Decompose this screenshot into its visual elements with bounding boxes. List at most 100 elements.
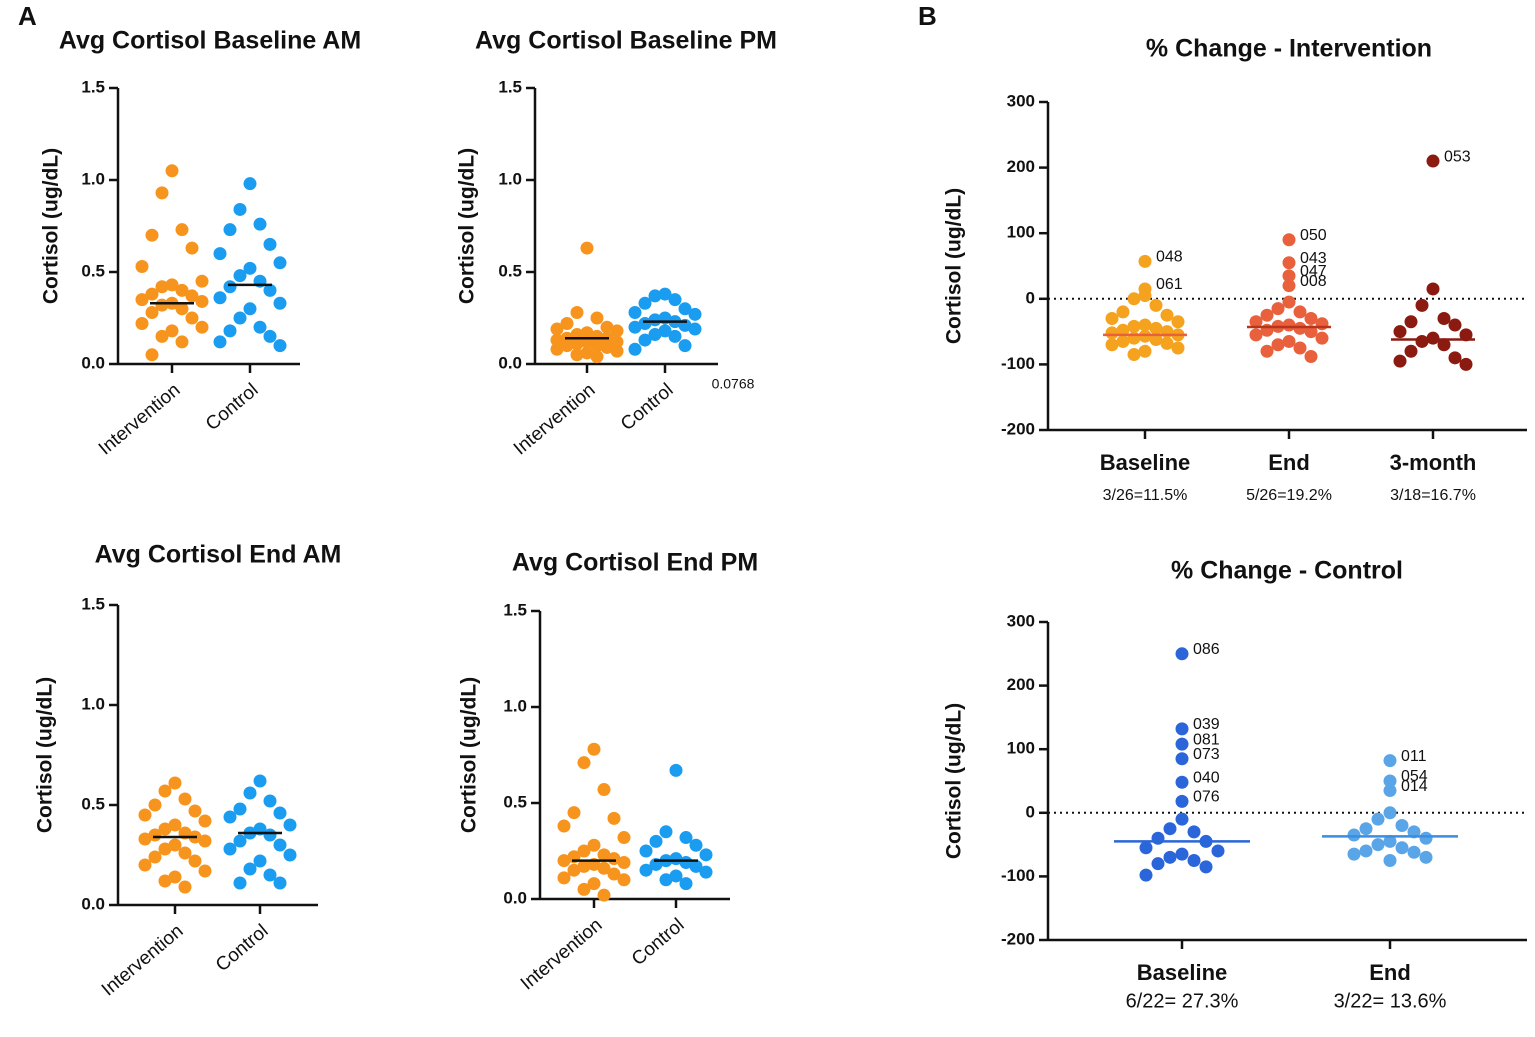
point xyxy=(607,867,621,881)
point xyxy=(1105,338,1119,352)
x-tick-label: Control xyxy=(628,915,688,970)
point xyxy=(1419,831,1433,845)
point xyxy=(597,783,611,797)
point xyxy=(168,870,182,884)
x-tick-label: End xyxy=(1369,960,1411,985)
y-axis-label: Cortisol (ug/dL) xyxy=(40,148,63,304)
x-tick-label: End xyxy=(1268,450,1310,475)
point xyxy=(1175,847,1189,861)
point xyxy=(138,808,152,822)
point xyxy=(1415,334,1429,348)
point xyxy=(1127,292,1141,306)
y-tick-label: 0.0 xyxy=(81,353,105,372)
point xyxy=(648,328,662,342)
y-tick-label: 0.5 xyxy=(503,792,527,811)
x-tick-label: Control xyxy=(617,380,677,435)
y-tick-label: 100 xyxy=(1007,223,1035,242)
point xyxy=(135,293,149,307)
point xyxy=(1163,822,1177,836)
point xyxy=(1160,336,1174,350)
y-tick-label: 1.5 xyxy=(81,77,105,96)
point xyxy=(587,877,601,891)
point xyxy=(178,880,192,894)
point xyxy=(1149,321,1163,335)
point xyxy=(628,305,642,319)
point xyxy=(607,852,621,866)
point xyxy=(1175,752,1189,766)
point xyxy=(1437,338,1451,352)
point xyxy=(638,317,652,331)
y-axis-label: Cortisol (ug/dL) xyxy=(943,703,966,859)
point xyxy=(198,834,212,848)
point xyxy=(135,317,149,331)
point xyxy=(639,844,653,858)
point xyxy=(580,326,594,340)
chart-title: Avg Cortisol Baseline PM xyxy=(475,27,777,55)
point-label: 047 xyxy=(1300,263,1327,280)
point xyxy=(243,302,257,316)
point xyxy=(1211,844,1225,858)
point xyxy=(223,223,237,237)
point xyxy=(1138,329,1152,343)
point xyxy=(580,346,594,360)
point xyxy=(1371,812,1385,826)
point xyxy=(223,842,237,856)
point xyxy=(560,317,574,331)
point xyxy=(243,786,257,800)
point xyxy=(617,873,631,887)
point xyxy=(263,794,277,808)
point xyxy=(1260,308,1274,322)
point xyxy=(587,742,601,756)
point-label: 073 xyxy=(1193,746,1220,763)
point xyxy=(195,320,209,334)
point xyxy=(557,871,571,885)
point xyxy=(679,877,693,891)
point xyxy=(145,305,159,319)
point xyxy=(1163,850,1177,864)
point xyxy=(679,856,693,870)
point xyxy=(1315,317,1329,331)
x-tick-label: 3-month xyxy=(1390,450,1477,475)
point xyxy=(580,241,594,255)
point xyxy=(1282,334,1296,348)
point xyxy=(699,865,713,879)
point xyxy=(1359,844,1373,858)
y-tick-label: 200 xyxy=(1007,157,1035,176)
y-tick-label: 0.0 xyxy=(81,894,105,913)
point xyxy=(185,241,199,255)
point xyxy=(1426,331,1440,345)
point xyxy=(669,763,683,777)
point xyxy=(610,324,624,338)
point xyxy=(1199,860,1213,874)
point xyxy=(577,859,591,873)
point xyxy=(1127,331,1141,345)
point xyxy=(158,822,172,836)
x-tick-label: Intervention xyxy=(98,921,188,1001)
y-tick-label: 300 xyxy=(1007,91,1035,110)
point xyxy=(638,296,652,310)
point xyxy=(1187,854,1201,867)
point xyxy=(148,850,162,864)
point xyxy=(283,848,297,862)
point xyxy=(659,873,673,887)
point xyxy=(628,342,642,356)
point xyxy=(590,350,604,364)
point xyxy=(1282,295,1296,309)
point xyxy=(263,868,277,882)
point xyxy=(1271,302,1285,316)
point xyxy=(175,335,189,349)
point xyxy=(617,831,631,845)
point xyxy=(233,311,247,325)
y-axis-label: Cortisol (ug/dL) xyxy=(458,677,481,833)
point xyxy=(1393,325,1407,339)
point xyxy=(1419,850,1433,864)
point xyxy=(178,792,192,806)
point xyxy=(1304,311,1318,325)
point xyxy=(158,784,172,798)
point xyxy=(1359,822,1373,836)
point xyxy=(195,294,209,308)
y-tick-label: 200 xyxy=(1007,675,1035,694)
point xyxy=(213,291,227,305)
point xyxy=(648,313,662,327)
point xyxy=(168,818,182,832)
